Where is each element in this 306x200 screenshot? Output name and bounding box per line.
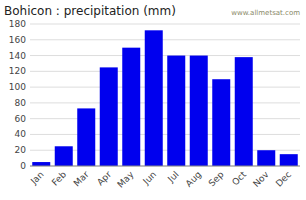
x-tick-label: Oct xyxy=(230,169,248,187)
y-tick-label: 140 xyxy=(9,51,26,61)
y-tick-label: 100 xyxy=(9,82,26,92)
bar xyxy=(100,67,118,166)
x-tick-label: Jan xyxy=(28,169,46,187)
x-tick-label: Sep xyxy=(207,169,226,188)
y-tick-label: 160 xyxy=(9,35,26,45)
grid-line xyxy=(30,118,300,119)
grid-line xyxy=(30,39,300,40)
background xyxy=(0,0,306,200)
bar xyxy=(235,57,253,166)
y-tick-label: 180 xyxy=(9,19,26,29)
x-tick-label: Feb xyxy=(50,169,69,188)
bar xyxy=(212,79,230,166)
x-tick-label: Aug xyxy=(184,169,204,189)
bar xyxy=(122,48,140,166)
x-tick-label: Apr xyxy=(95,169,113,187)
x-tick-label: Jun xyxy=(140,169,158,187)
grid-line xyxy=(30,71,300,72)
grid-line xyxy=(30,134,300,135)
chart: Bohicon : precipitation (mm) www.allmetsa… xyxy=(0,0,306,200)
bar xyxy=(190,56,208,166)
bar xyxy=(32,162,50,166)
grid xyxy=(30,24,300,166)
y-tick-label: 80 xyxy=(15,98,27,108)
x-tick-label: May xyxy=(115,169,136,190)
title: Bohicon : precipitation (mm) xyxy=(4,4,176,18)
y-tick-label: 120 xyxy=(9,66,26,76)
bar xyxy=(257,150,275,166)
x-axis-line xyxy=(30,166,300,167)
grid-line xyxy=(30,166,300,167)
grid-line xyxy=(30,55,300,56)
bar xyxy=(77,108,95,166)
grid-line xyxy=(30,87,300,88)
x-tick-label: Dec xyxy=(274,169,293,188)
x-tick-label: Mar xyxy=(72,169,91,188)
y-tick-label: 20 xyxy=(15,145,27,155)
bar xyxy=(167,56,185,166)
bar xyxy=(145,30,163,166)
y-tick-label: 60 xyxy=(15,114,27,124)
bars xyxy=(32,30,298,166)
x-tick-label: Nov xyxy=(251,169,271,189)
y-tick-label: 0 xyxy=(20,161,26,171)
watermark: www.allmetsat.com xyxy=(231,9,300,17)
y-tick-label: 40 xyxy=(15,129,27,139)
grid-line xyxy=(30,102,300,103)
bar xyxy=(55,146,73,166)
x-tick-label: Jul xyxy=(165,169,180,184)
grid-line xyxy=(30,24,300,25)
bar xyxy=(280,154,298,166)
